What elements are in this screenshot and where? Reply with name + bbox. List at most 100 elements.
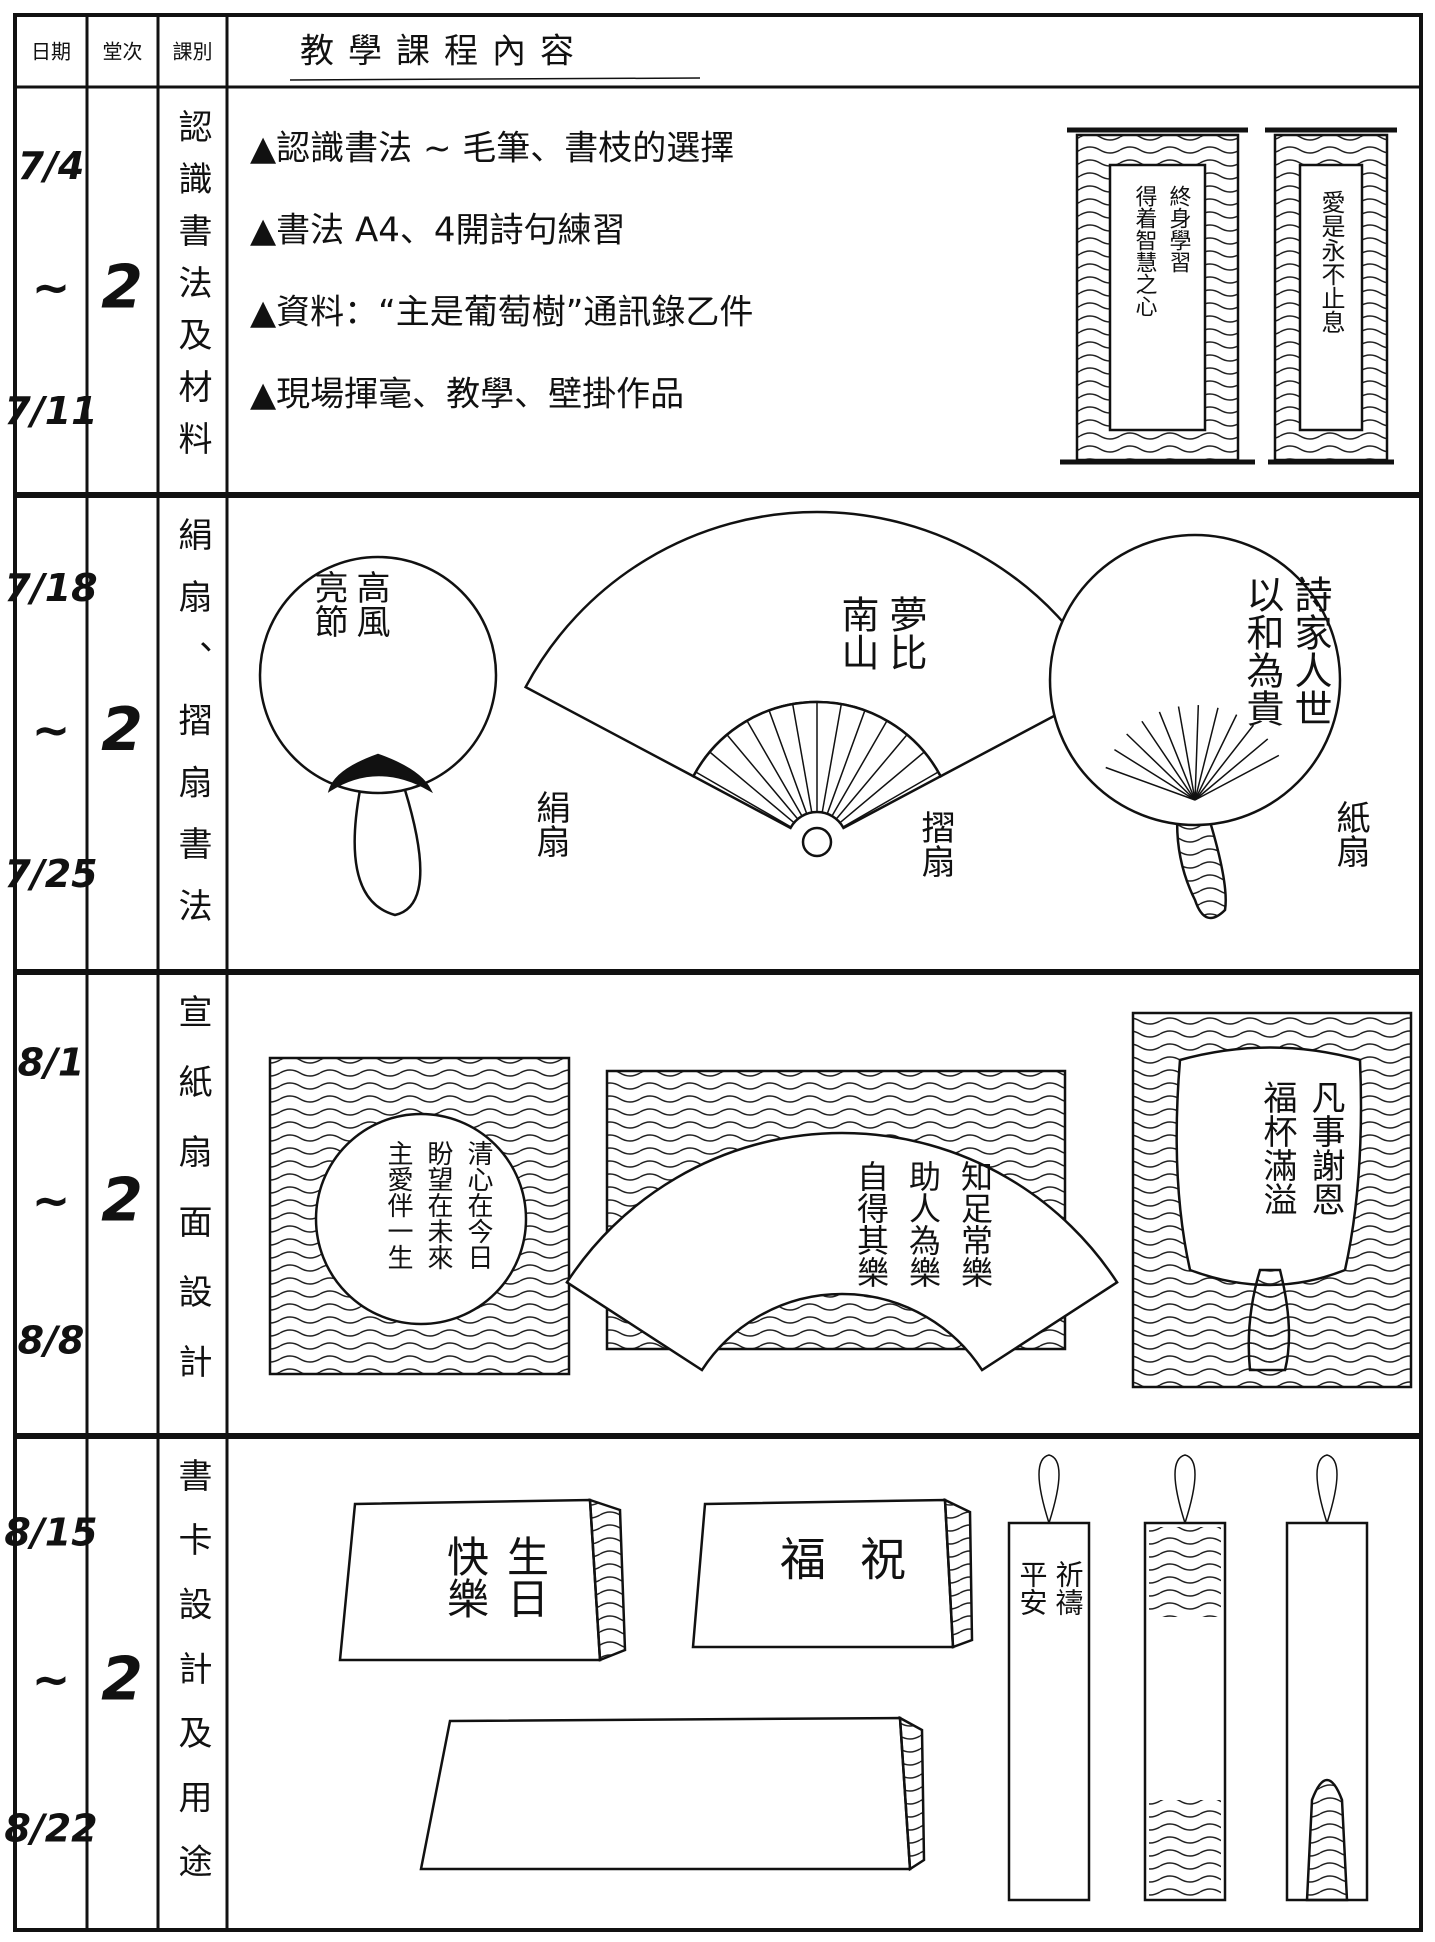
subject: 認識書法及材料 <box>172 109 212 473</box>
illustration-text: 詩家人世 <box>1288 575 1332 727</box>
drawing <box>791 703 813 813</box>
drawing <box>746 720 803 817</box>
drawing <box>1194 724 1255 801</box>
illustration-text: 得着智慧之心 <box>1132 185 1158 317</box>
header-cell: 堂次 <box>103 40 143 64</box>
drawing <box>768 710 808 815</box>
illustration-text: 清心在今日 <box>463 1140 493 1270</box>
date: 8/22 <box>4 1807 97 1851</box>
date: 7/25 <box>4 852 97 896</box>
illustration-text: 自得其樂 <box>852 1160 890 1288</box>
header-cell: 教學課程內容 <box>300 32 588 72</box>
illustration-text: 以和為貴 <box>1240 575 1284 727</box>
illustration-text: 福 <box>773 1535 827 1581</box>
date: 7/4 <box>18 144 85 188</box>
drawing <box>353 788 422 917</box>
drawing <box>1038 1454 1060 1524</box>
illustration-text: 終身學習 <box>1166 185 1192 273</box>
illustration-text: 知足常樂 <box>956 1160 994 1288</box>
date: 8/15 <box>4 1510 97 1554</box>
drawing <box>1149 1800 1221 1896</box>
drawing <box>1141 720 1196 801</box>
sessions: 2 <box>101 253 143 323</box>
illustration-text: 主愛伴一生 <box>383 1140 413 1270</box>
drawing <box>695 771 792 828</box>
subject: 書卡設計及用途 <box>172 1458 212 1908</box>
date: ~ <box>32 1174 71 1228</box>
illustration-text: 凡事謝恩 <box>1305 1080 1345 1216</box>
illustration-label: 摺扇 <box>915 810 955 878</box>
drawing <box>831 720 888 817</box>
illustration-text: 高風 <box>350 570 390 638</box>
drawing <box>1305 1778 1349 1902</box>
drawing <box>1175 1046 1363 1287</box>
drawing <box>1174 1454 1196 1524</box>
drawing <box>588 1498 627 1662</box>
content-line: ▲現場揮毫、教學、壁掛作品 <box>250 375 684 415</box>
subject: 宣紙扇面設計 <box>172 994 212 1414</box>
drawing <box>1194 714 1238 801</box>
header-cell: 課別 <box>173 40 213 64</box>
illustration-label: 絹扇 <box>530 790 570 858</box>
drawing <box>1149 1527 1221 1617</box>
illustration-text: 南山 <box>835 595 879 671</box>
illustration-text: 助人為樂 <box>904 1160 942 1288</box>
sessions: 2 <box>101 695 143 765</box>
date: ~ <box>32 1653 71 1707</box>
drawing <box>1158 711 1196 801</box>
drawing <box>1007 1521 1091 1902</box>
drawing <box>258 555 498 795</box>
drawing <box>839 751 925 824</box>
sessions: 2 <box>101 1166 143 1236</box>
illustration-text: 福杯滿溢 <box>1257 1080 1297 1216</box>
illustration-text: 盼望在未來 <box>423 1140 453 1270</box>
drawing <box>1126 733 1196 801</box>
content-line: ▲資料：“主是葡萄樹”通訊錄乙件 <box>250 293 753 333</box>
drawing <box>1194 707 1219 801</box>
drawing <box>726 734 799 820</box>
sessions: 2 <box>101 1645 143 1715</box>
drawing <box>709 751 795 824</box>
illustration-text: 生日 <box>501 1535 550 1619</box>
drawing <box>327 753 433 794</box>
drawing <box>1298 163 1364 432</box>
drawing <box>1105 766 1196 801</box>
drawing <box>943 1497 974 1649</box>
drawing <box>1177 706 1196 801</box>
illustration-text: 快樂 <box>441 1535 490 1619</box>
drawing <box>1194 705 1200 801</box>
drawing <box>419 1716 912 1871</box>
content-line: ▲認識書法 ~ 毛筆、書枝的選擇 <box>250 129 734 169</box>
content-line: ▲書法 A4、4開詩句練習 <box>250 211 625 251</box>
drawing <box>898 1715 926 1872</box>
illustration-text: 平安 <box>1016 1560 1049 1616</box>
illustration-label: 紙扇 <box>1330 800 1370 868</box>
drawing <box>1048 533 1342 827</box>
illustration-text: 祈禱 <box>1052 1560 1085 1616</box>
drawing <box>835 734 908 820</box>
drawing <box>801 826 833 858</box>
drawing <box>842 771 939 828</box>
date: ~ <box>32 261 71 315</box>
date: 8/8 <box>18 1319 85 1363</box>
illustration-text: 愛是永不止息 <box>1317 190 1345 334</box>
date: ~ <box>32 703 71 757</box>
illustration-text: 亮節 <box>308 570 348 638</box>
drawing <box>821 703 843 813</box>
header-cell: 日期 <box>31 40 71 64</box>
drawing <box>565 1131 1119 1372</box>
subject: 絹扇、摺扇書法 <box>172 517 212 950</box>
drawing <box>1108 163 1207 432</box>
drawing <box>1247 1268 1291 1372</box>
illustration-text: 祝 <box>853 1535 907 1581</box>
illustration-text: 夢比 <box>883 595 927 671</box>
drawing <box>826 710 866 815</box>
date: 8/1 <box>18 1040 85 1084</box>
date: 7/11 <box>4 389 97 433</box>
drawing <box>1316 1454 1338 1524</box>
drawing <box>1114 749 1196 801</box>
header-underline <box>289 77 701 81</box>
drawing <box>1194 754 1280 801</box>
drawing <box>1194 738 1269 801</box>
